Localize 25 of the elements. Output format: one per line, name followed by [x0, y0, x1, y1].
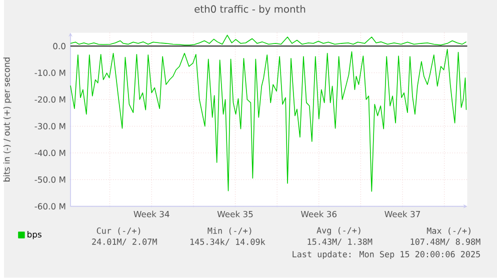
- text: 15.43M/ 1.38M: [308, 238, 372, 246]
- text: Avg (-/+): [316, 227, 360, 236]
- text: Last update: Mon Sep 15 20:00:06 2025: [292, 250, 480, 260]
- x-tick-label: Week 35: [217, 210, 253, 218]
- x-tick-label: Week 37: [384, 210, 420, 218]
- y-tick-label: -10.0 M: [34, 70, 66, 76]
- text: 107.48M/ 8.98M: [410, 238, 480, 246]
- y-tick-label: -50.0 M: [34, 176, 66, 183]
- text: Cur (-/+): [96, 228, 140, 235]
- y-axis-title: bits in (-) / out (+) per second: [3, 58, 12, 182]
- x-tick-label: Week 36: [300, 210, 337, 218]
- text: 24.01M/ 2.07M: [92, 238, 157, 246]
- x-tick-label: Week 34: [134, 210, 170, 218]
- legend-label: bps: [28, 231, 42, 240]
- y-tick-label: -20.0 M: [34, 96, 66, 103]
- text: Min (-/+): [208, 227, 252, 235]
- y-tick-label: -40.0 M: [34, 150, 66, 156]
- y-tick-label: 0.0: [53, 43, 66, 50]
- y-tick-label: -60.0 M: [34, 203, 66, 210]
- text: 145.34k/ 14.09k: [190, 238, 266, 246]
- line-series: [70, 34, 467, 46]
- line-series: [70, 49, 467, 192]
- y-tick-label: -30.0 M: [34, 123, 66, 130]
- text: Max (-/+): [426, 228, 470, 235]
- chart-title: eth0 traffic - by month: [194, 5, 306, 15]
